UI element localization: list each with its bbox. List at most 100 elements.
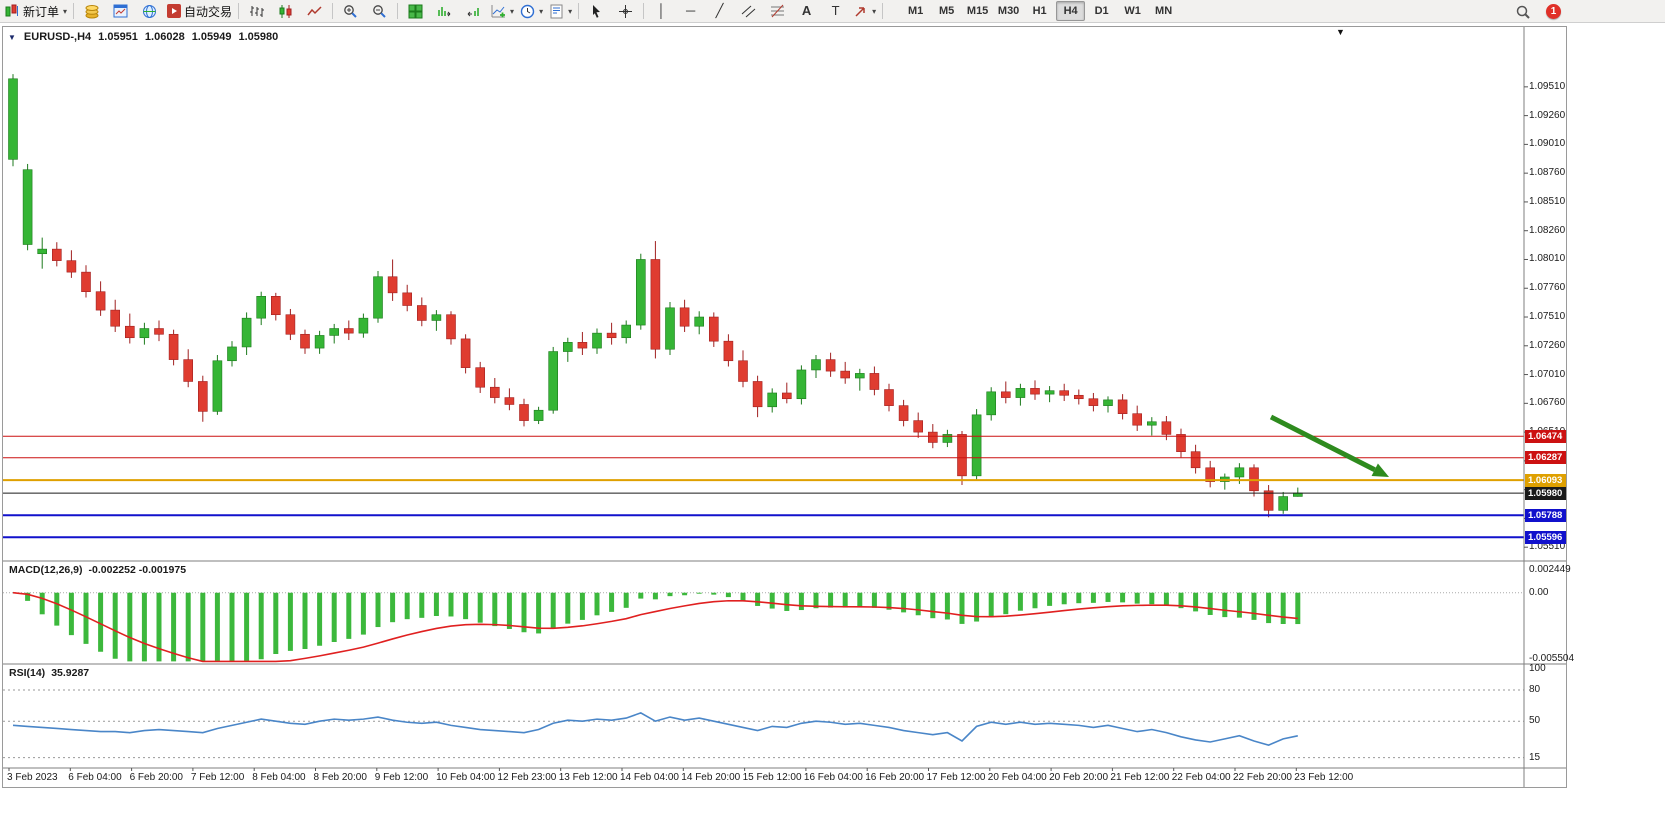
chart-window-icon: [113, 4, 128, 18]
price-axis-label: 1.07510: [1529, 311, 1566, 323]
timeframe-m5-button[interactable]: M5: [938, 5, 955, 17]
templates-dropdown[interactable]: ▾: [546, 0, 575, 22]
toolbar-group-windows: [401, 0, 488, 23]
price-axis-label: 1.08010: [1529, 253, 1566, 265]
time-axis-label: 14 Feb 20:00: [681, 771, 741, 783]
chart-window-button[interactable]: [106, 0, 135, 22]
rsi-indicator-label: RSI(14) 35.9287: [9, 667, 89, 679]
periods-dropdown[interactable]: ▾: [517, 0, 546, 22]
timeframe-d1-button[interactable]: D1: [1094, 5, 1109, 17]
chart-canvas[interactable]: [3, 27, 1566, 787]
trendline-button[interactable]: ╱: [705, 0, 734, 22]
chart-shift-button[interactable]: [459, 0, 488, 22]
price-level-badge: 1.05596: [1525, 530, 1566, 544]
chevron-down-icon: ▾: [539, 6, 544, 16]
time-axis-label: 10 Feb 04:00: [436, 771, 496, 783]
tile-windows-button[interactable]: [401, 0, 430, 22]
globe-icon: [142, 4, 157, 19]
candlestick-chart-button[interactable]: [271, 0, 300, 22]
toolbar-group-order: 新订单 ▾: [2, 0, 70, 23]
macd-axis-zero-label: 0.00: [1529, 586, 1549, 598]
timeframe-h1-button[interactable]: H1: [1032, 5, 1047, 17]
shift-marker-icon[interactable]: ▼: [1336, 27, 1345, 37]
timeframe-w1-button[interactable]: W1: [1124, 5, 1141, 17]
time-axis-label: 8 Feb 04:00: [252, 771, 306, 783]
time-axis-label: 8 Feb 20:00: [313, 771, 367, 783]
line-chart-button[interactable]: [300, 0, 329, 22]
main-toolbar: 新订单 ▾: [0, 0, 1665, 23]
zoom-out-button[interactable]: [365, 0, 394, 22]
toolbar-separator: [578, 3, 580, 19]
rsi-name: RSI(14): [9, 667, 46, 679]
price-axis-label: 1.09510: [1529, 80, 1566, 92]
time-axis-label: 20 Feb 20:00: [1049, 771, 1109, 783]
tile-windows-icon: [408, 4, 423, 19]
price-axis-label: 1.05510: [1529, 541, 1566, 553]
toolbar-separator: [643, 3, 645, 19]
clock-icon: [520, 4, 535, 19]
horizontal-line-button[interactable]: ─: [676, 0, 705, 22]
time-axis-label: 7 Feb 12:00: [190, 771, 245, 783]
macd-axis-max-label: 0.002449: [1529, 564, 1571, 575]
price-level-badge: 1.06093: [1525, 473, 1566, 487]
price-axis-label: 1.07260: [1529, 339, 1566, 351]
timeframe-m15-button[interactable]: M15: [966, 5, 989, 17]
timeframe-h4-button[interactable]: H4: [1056, 1, 1086, 21]
new-order-button[interactable]: 新订单 ▾: [2, 0, 70, 22]
chevron-down-icon: ▾: [568, 6, 573, 16]
label-button[interactable]: T: [821, 0, 850, 22]
collapse-triangle-icon[interactable]: ▼: [8, 32, 16, 42]
price-axis-label: 1.09260: [1529, 109, 1566, 121]
toolbar-group-terminal: 自动交易: [77, 0, 235, 23]
rsi-axis-label: 100: [1529, 663, 1546, 675]
new-order-icon: [5, 4, 20, 18]
toolbar-group-dropdowns: ▾ ▾ ▾: [488, 0, 575, 23]
rsi-axis-label: 80: [1529, 684, 1541, 695]
macd-axis-min-label: -0.005504: [1529, 653, 1575, 664]
time-axis-label: 12 Feb 23:00: [497, 771, 557, 783]
timeframe-mn-button[interactable]: MN: [1155, 5, 1173, 17]
chevron-down-icon: ▾: [63, 6, 68, 16]
crosshair-button[interactable]: [611, 0, 640, 22]
chart-shift-icon: [466, 4, 481, 19]
cursor-button[interactable]: [582, 0, 611, 22]
toolbar-group-drawing-tools: │ ─ ╱ A T ▾: [647, 0, 879, 23]
ohlc-high: 1.06028: [144, 31, 185, 43]
indicators-dropdown[interactable]: ▾: [488, 0, 517, 22]
new-order-label: 新订单: [23, 4, 60, 19]
arrows-dropdown[interactable]: ▾: [850, 0, 879, 22]
fibonacci-button[interactable]: [763, 0, 792, 22]
toolbar-separator: [73, 3, 75, 19]
price-axis-label: 1.08760: [1529, 167, 1566, 179]
vertical-line-button[interactable]: │: [647, 0, 676, 22]
toolbar-group-zoom: [336, 0, 394, 23]
timeframe-m1-button[interactable]: M1: [907, 5, 924, 17]
zoom-in-button[interactable]: [336, 0, 365, 22]
time-axis-label: 22 Feb 20:00: [1233, 771, 1292, 783]
time-axis-label: 16 Feb 20:00: [865, 771, 925, 783]
price-level-badge: 1.06474: [1525, 429, 1566, 443]
text-button[interactable]: A: [792, 0, 821, 22]
indicators-icon: [491, 4, 506, 19]
toolbar-separator: [238, 3, 240, 19]
bar-chart-button[interactable]: [242, 0, 271, 22]
zoom-out-icon: [372, 4, 387, 19]
notification-badge[interactable]: 1: [1546, 4, 1561, 19]
timeframe-m30-button[interactable]: M30: [997, 5, 1020, 17]
crosshair-icon: [618, 4, 633, 19]
globe-button[interactable]: [135, 0, 164, 22]
zoom-in-icon: [343, 4, 358, 19]
price-axis-label: 1.09010: [1529, 138, 1566, 150]
price-axis-label: 1.06760: [1529, 397, 1566, 409]
auto-scroll-button[interactable]: [430, 0, 459, 22]
ohlc-open: 1.05951: [98, 31, 138, 43]
time-axis-label: 6 Feb 20:00: [129, 771, 183, 783]
price-axis-label: 1.08510: [1529, 195, 1566, 207]
search-button[interactable]: [1508, 1, 1537, 23]
arrow-shape-icon: [853, 4, 868, 19]
autotrading-button[interactable]: 自动交易: [164, 0, 235, 22]
price-axis-label: 1.07010: [1529, 368, 1566, 380]
line-chart-icon: [307, 4, 322, 19]
coins-button[interactable]: [77, 0, 106, 22]
equidistant-channel-button[interactable]: [734, 0, 763, 22]
